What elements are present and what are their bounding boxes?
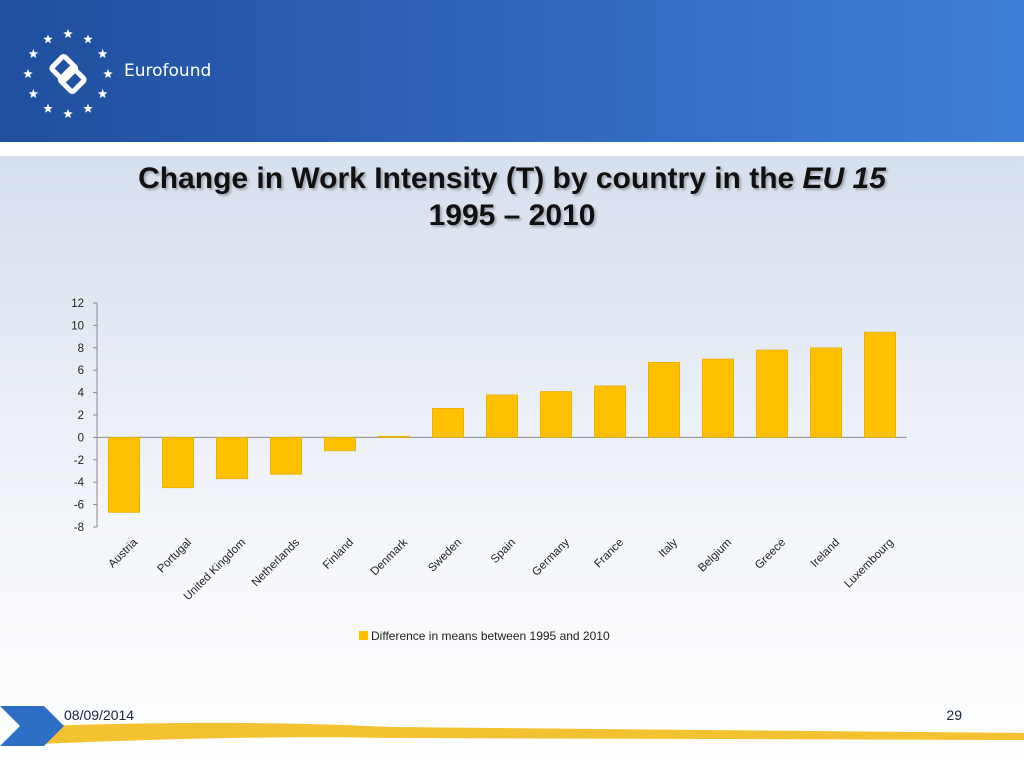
legend-label: Difference in means between 1995 and 201…	[371, 629, 610, 643]
bar-ireland	[810, 347, 842, 438]
bar-sweden	[432, 407, 464, 438]
y-tick-label: 12	[71, 298, 84, 310]
star-icon	[23, 69, 33, 79]
y-tick-label: 8	[78, 343, 84, 355]
y-tick-label: 10	[71, 320, 84, 332]
y-tick-label: -2	[74, 455, 84, 467]
legend: Difference in means between 1995 and 201…	[359, 629, 610, 643]
star-icon	[28, 49, 39, 59]
slide-title: Change in Work Intensity (T) by country …	[0, 160, 1024, 234]
bar-netherlands	[270, 437, 302, 475]
star-icon	[63, 29, 73, 39]
title-line1-italic: EU 15	[802, 162, 886, 195]
bar-spain	[486, 394, 518, 438]
footer-band	[40, 722, 1024, 744]
bar-france	[594, 385, 626, 438]
star-icon	[28, 89, 39, 99]
bar-italy	[648, 362, 680, 438]
bar-germany	[540, 391, 572, 438]
bar-austria	[108, 437, 140, 513]
bars	[108, 331, 896, 513]
footer-arrow-icon	[0, 706, 64, 746]
star-icon	[83, 34, 93, 44]
bar-portugal	[162, 437, 194, 489]
y-tick-label: 4	[78, 388, 85, 400]
page-number: 29	[946, 707, 962, 723]
legend-swatch	[359, 631, 368, 640]
star-icon	[97, 49, 108, 59]
star-icon	[43, 34, 53, 44]
star-icon	[63, 109, 73, 119]
bar-belgium	[702, 358, 734, 438]
y-tick-label: 2	[78, 410, 84, 422]
title-line2: 1995 – 2010	[428, 199, 596, 232]
bar-luxembourg	[864, 331, 896, 438]
bar-greece	[756, 349, 788, 438]
header-divider	[0, 142, 1024, 156]
y-tick-label: 0	[78, 432, 84, 444]
brand-name: Eurofound	[124, 61, 212, 81]
footer-date: 08/09/2014	[64, 707, 135, 723]
bar-finland	[324, 437, 356, 452]
y-tick-label: -8	[74, 522, 84, 534]
bar-united-kingdom	[216, 437, 248, 480]
y-tick-label: 6	[78, 365, 84, 377]
bar-denmark	[378, 435, 410, 438]
star-icon	[103, 69, 113, 79]
title-line1-text: Change in Work Intensity (T) by country …	[138, 162, 803, 195]
star-icon	[43, 103, 53, 113]
header-banner	[0, 0, 1024, 142]
star-icon	[97, 89, 108, 99]
y-tick-label: -6	[74, 500, 84, 512]
star-icon	[83, 103, 93, 113]
eurofound-logo-icon	[23, 29, 113, 119]
y-tick-label: -4	[74, 477, 85, 489]
